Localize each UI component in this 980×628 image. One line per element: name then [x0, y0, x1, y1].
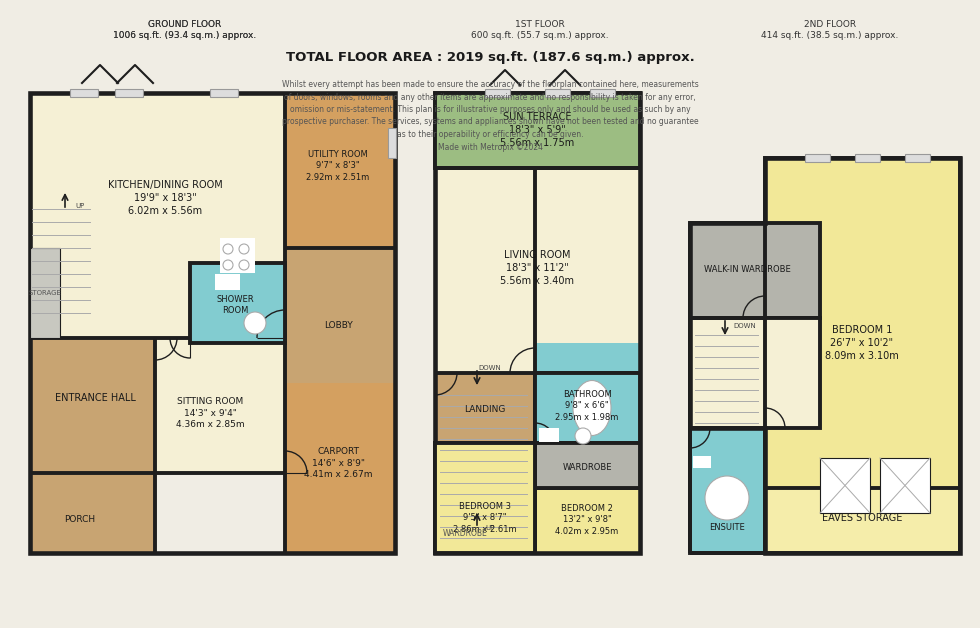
- Text: GROUND FLOOR
1006 sq.ft. (93.4 sq.m.) approx.: GROUND FLOOR 1006 sq.ft. (93.4 sq.m.) ap…: [114, 20, 257, 40]
- Bar: [690, 428, 765, 553]
- Bar: [435, 443, 535, 488]
- Bar: [690, 223, 820, 318]
- Bar: [435, 373, 535, 488]
- Text: GROUND FLOOR
1006 sq.ft. (93.4 sq.m.) approx.: GROUND FLOOR 1006 sq.ft. (93.4 sq.m.) ap…: [114, 19, 257, 40]
- Bar: [30, 473, 155, 553]
- Bar: [535, 443, 640, 488]
- Text: SHOWER
ROOM: SHOWER ROOM: [217, 295, 254, 315]
- Text: LANDING: LANDING: [465, 406, 506, 414]
- Text: SUN TERRACE
18'3" x 5'9"
5.56m x 1.75m: SUN TERRACE 18'3" x 5'9" 5.56m x 1.75m: [500, 112, 574, 148]
- Text: KITCHEN/DINING ROOM
19'9" x 18'3"
6.02m x 5.56m: KITCHEN/DINING ROOM 19'9" x 18'3" 6.02m …: [108, 180, 222, 216]
- Text: Whilst every attempt has been made to ensure the accuracy of the floorplan conta: Whilst every attempt has been made to en…: [281, 80, 699, 151]
- Text: DOWN: DOWN: [478, 365, 502, 371]
- Bar: [820, 458, 870, 513]
- Bar: [905, 154, 930, 162]
- Text: WARDROBE: WARDROBE: [563, 463, 612, 472]
- Text: UTILITY ROOM
9'7" x 8'3"
2.92m x 2.51m: UTILITY ROOM 9'7" x 8'3" 2.92m x 2.51m: [307, 150, 369, 182]
- Bar: [210, 89, 238, 97]
- Text: 2ND FLOOR
414 sq.ft. (38.5 sq.m.) approx.: 2ND FLOOR 414 sq.ft. (38.5 sq.m.) approx…: [761, 20, 899, 40]
- Text: UP: UP: [485, 525, 495, 531]
- Bar: [590, 89, 615, 97]
- Bar: [765, 488, 960, 553]
- Bar: [855, 154, 880, 162]
- Bar: [765, 488, 960, 553]
- Text: WARDROBE: WARDROBE: [443, 529, 487, 538]
- Bar: [690, 223, 820, 318]
- Text: WALK-IN WARDROBE: WALK-IN WARDROBE: [704, 266, 791, 274]
- Bar: [190, 263, 285, 343]
- Bar: [535, 443, 640, 488]
- Text: LIVING ROOM
18'3" x 11'2"
5.56m x 3.40m: LIVING ROOM 18'3" x 11'2" 5.56m x 3.40m: [500, 250, 574, 286]
- Text: STORAGE: STORAGE: [28, 290, 62, 296]
- Bar: [765, 158, 960, 553]
- Text: DOWN: DOWN: [734, 323, 757, 329]
- Bar: [190, 268, 285, 343]
- Bar: [545, 89, 570, 97]
- Bar: [880, 458, 930, 513]
- Bar: [535, 373, 640, 443]
- Bar: [285, 248, 395, 383]
- Text: EAVES STORAGE: EAVES STORAGE: [822, 513, 903, 523]
- Bar: [220, 238, 255, 273]
- Bar: [693, 456, 711, 468]
- Bar: [690, 318, 820, 428]
- Text: BEDROOM 2
13'2" x 9'8"
4.02m x 2.95m: BEDROOM 2 13'2" x 9'8" 4.02m x 2.95m: [556, 504, 618, 536]
- Bar: [30, 338, 285, 473]
- Bar: [435, 448, 535, 553]
- Bar: [535, 343, 640, 443]
- Ellipse shape: [573, 381, 611, 435]
- Bar: [215, 274, 240, 290]
- Bar: [690, 318, 820, 428]
- Bar: [435, 168, 640, 373]
- Bar: [30, 248, 60, 338]
- Bar: [539, 428, 559, 442]
- Circle shape: [575, 428, 591, 444]
- Bar: [435, 488, 495, 553]
- Text: ENSUITE: ENSUITE: [710, 524, 745, 533]
- Text: LOBBY: LOBBY: [323, 322, 353, 330]
- Bar: [388, 128, 396, 158]
- Bar: [115, 89, 143, 97]
- Text: ENTRANCE HALL: ENTRANCE HALL: [55, 393, 135, 403]
- Bar: [70, 89, 98, 97]
- Text: BATHROOM
9'8" x 6'6"
2.95m x 1.98m: BATHROOM 9'8" x 6'6" 2.95m x 1.98m: [556, 390, 618, 422]
- Bar: [155, 338, 285, 473]
- Bar: [485, 89, 510, 97]
- Bar: [690, 428, 765, 553]
- Circle shape: [244, 312, 266, 334]
- Bar: [435, 93, 640, 168]
- Bar: [765, 158, 960, 553]
- Text: 1ST FLOOR
600 sq.ft. (55.7 sq.m.) approx.: 1ST FLOOR 600 sq.ft. (55.7 sq.m.) approx…: [471, 20, 609, 40]
- Bar: [285, 383, 395, 553]
- Text: PORCH: PORCH: [65, 516, 96, 524]
- Bar: [435, 93, 640, 168]
- Text: TOTAL FLOOR AREA : 2019 sq.ft. (187.6 sq.m.) approx.: TOTAL FLOOR AREA : 2019 sq.ft. (187.6 sq…: [285, 51, 695, 65]
- Text: CARPORT
14'6" x 8'9"
4.41m x 2.67m: CARPORT 14'6" x 8'9" 4.41m x 2.67m: [304, 447, 372, 479]
- Text: BEDROOM 1
26'7" x 10'2"
8.09m x 3.10m: BEDROOM 1 26'7" x 10'2" 8.09m x 3.10m: [825, 325, 899, 361]
- Text: UP: UP: [75, 203, 84, 209]
- Text: SITTING ROOM
14'3" x 9'4"
4.36m x 2.85m: SITTING ROOM 14'3" x 9'4" 4.36m x 2.85m: [175, 397, 244, 429]
- Bar: [435, 488, 535, 553]
- Bar: [30, 93, 285, 338]
- Bar: [435, 443, 535, 553]
- Bar: [805, 154, 830, 162]
- Circle shape: [705, 476, 749, 520]
- Bar: [535, 443, 640, 553]
- Bar: [285, 93, 395, 248]
- Text: BEDROOM 3
9'5" x 8'7"
2.86m x 2.61m: BEDROOM 3 9'5" x 8'7" 2.86m x 2.61m: [453, 502, 516, 534]
- Bar: [30, 248, 60, 338]
